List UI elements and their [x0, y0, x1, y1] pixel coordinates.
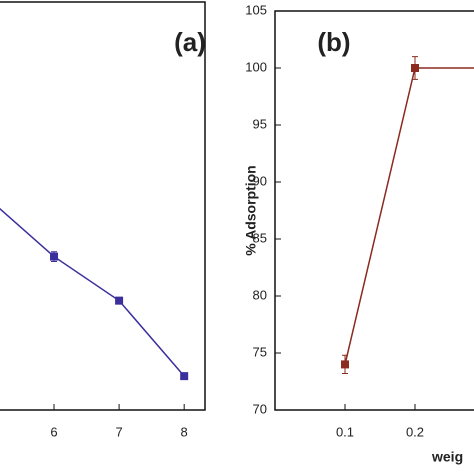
data-line — [0, 207, 185, 377]
y-axis-label: % Adsorption — [243, 165, 259, 255]
data-point — [180, 372, 189, 381]
y-tick-label: 75 — [253, 344, 267, 359]
panel-label: (b) — [317, 27, 350, 57]
plot-frame — [0, 1, 206, 411]
x-tick-label: 7 — [115, 424, 122, 439]
plot-area — [0, 207, 189, 381]
plot-area — [341, 56, 474, 375]
y-tick-label: 100 — [245, 59, 267, 74]
data-point — [411, 64, 419, 72]
data-point — [341, 360, 349, 369]
y-tick-label: 85 — [253, 230, 267, 245]
x-tick-label: 0.2 — [406, 424, 424, 439]
x-tick-label: 8 — [181, 424, 188, 439]
y-tick-label: 80 — [253, 287, 267, 302]
y-tick-label: 105 — [245, 2, 267, 17]
panel-label: (a) — [174, 27, 206, 57]
y-tick-label: 70 — [253, 401, 267, 416]
data-point — [50, 252, 59, 261]
y-tick-label: 95 — [253, 116, 267, 131]
plot-frame — [274, 10, 474, 411]
x-tick-label: 6 — [50, 424, 57, 439]
data-point — [115, 296, 124, 305]
y-tick-label: 90 — [253, 173, 267, 188]
x-axis-label: weig — [431, 449, 463, 465]
x-tick-label: 0.1 — [336, 424, 354, 439]
